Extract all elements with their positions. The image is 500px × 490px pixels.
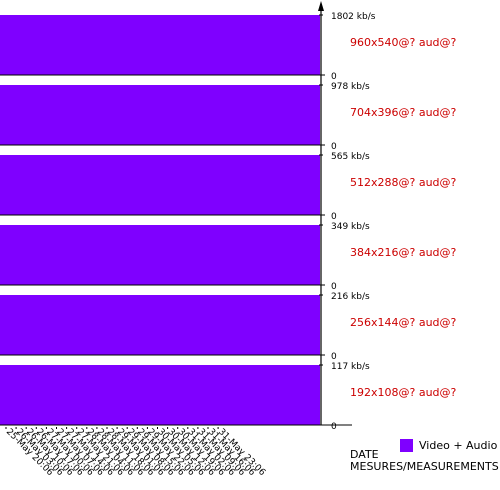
bar-panel-5 — [0, 295, 320, 355]
bar-panel-1 — [0, 15, 320, 75]
y-tick-min-label-panel-1: 0 — [331, 72, 337, 82]
bar-panel-2 — [0, 85, 320, 145]
y-tick-max-label-panel-4: 349 kb/s — [331, 222, 370, 232]
resolution-label-panel-4: 384x216@? aud@? — [350, 246, 457, 259]
y-tick-max-label-panel-2: 978 kb/s — [331, 82, 370, 92]
y-tick-min-label-panel-2: 0 — [331, 142, 337, 152]
bar-panel-6 — [0, 365, 320, 425]
resolution-label-panel-2: 704x396@? aud@? — [350, 106, 457, 119]
resolution-label-panel-1: 960x540@? aud@? — [350, 36, 457, 49]
y-tick-max-label-panel-1: 1802 kb/s — [331, 12, 376, 22]
y-tick-min-label-panel-3: 0 — [331, 212, 337, 222]
legend: Video + Audio — [400, 439, 497, 452]
resolution-label-panel-5: 256x144@? aud@? — [350, 316, 457, 329]
y-tick-min-label-panel-6: 0 — [331, 422, 337, 432]
y-tick-max-label-panel-5: 216 kb/s — [331, 292, 370, 302]
resolution-label-panel-6: 192x108@? aud@? — [350, 386, 457, 399]
bar-panel-3 — [0, 155, 320, 215]
legend-label: Video + Audio — [419, 439, 498, 452]
bar-panel-4 — [0, 225, 320, 285]
legend-swatch — [400, 439, 413, 452]
y-axis-arrow — [318, 1, 324, 11]
y-tick-min-label-panel-4: 0 — [331, 282, 337, 292]
y-tick-max-label-panel-3: 565 kb/s — [331, 152, 370, 162]
x-axis-title-line-2: MESURES/MEASUREMENTS — [350, 460, 499, 473]
y-tick-max-label-panel-6: 117 kb/s — [331, 362, 370, 372]
x-axis-title-line-1: DATE — [350, 448, 379, 461]
resolution-label-panel-3: 512x288@? aud@? — [350, 176, 457, 189]
y-tick-min-label-panel-5: 0 — [331, 352, 337, 362]
